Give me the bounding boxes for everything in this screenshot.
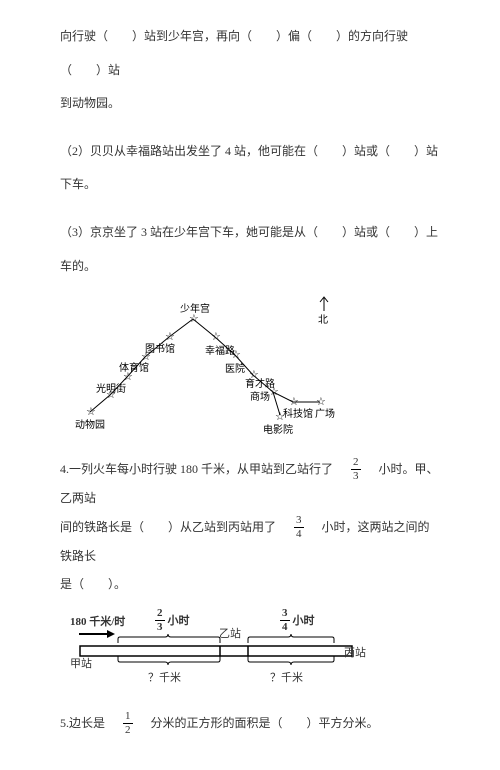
north-arrow-icon (317, 295, 331, 311)
train-q1: ？千米 (148, 669, 181, 685)
q1-line1a: 向行驶（ ）站到少年宫，再向（ ）偏（ ）的方向行驶（ ）站 (60, 29, 408, 77)
map-kejiguan: 科技馆 (283, 405, 313, 420)
train-q2: ？千米 (270, 669, 303, 685)
q4-text: 4.一列火车每小时行驶 180 千米，从甲站到乙站行了 2 3 小时。甲、乙两站… (60, 455, 440, 599)
map-diagram: ☆ ☆ ☆ ☆ ☆ ☆ ☆ ☆ ☆ ☆ ☆ ☆ ☆ 少年宫 图书馆 幸福路 体育… (75, 297, 335, 437)
q5-mid: 分米的正方形的面积是（ ）平方分米。 (139, 716, 379, 730)
map-tushuguan: 图书馆 (145, 340, 175, 355)
bottom-braces (70, 655, 370, 667)
q4-line3: 是（ ）。 (60, 577, 126, 591)
map-dongwuyuan: 动物园 (75, 416, 105, 431)
map-yiyuan: 医院 (225, 360, 245, 375)
q5-text: 5.边长是 1 2 分米的正方形的面积是（ ）平方分米。 (60, 709, 440, 738)
train-diagram: 180 千米/时 2 3 小时 乙站 3 4 小时 (70, 611, 370, 691)
q1-part2: （2）贝贝从幸福路站出发坐了 4 站，他可能在（ ）站或（ ）站下车。 (60, 135, 440, 202)
map-dianying: 电影院 (263, 421, 293, 436)
q4-frac2: 3 4 (294, 515, 304, 540)
q5-frac: 1 2 (123, 711, 133, 736)
q4-line2a: 间的铁路长是（ ）从乙站到丙站用了 (60, 520, 288, 534)
q5-prefix: 5.边长是 (60, 716, 117, 730)
map-shangchang: 商场 (250, 388, 270, 403)
q1-part3: （3）京京坐了 3 站在少年宫下车，她可能是从（ ）站或（ ）上车的。 (60, 216, 440, 283)
map-tiyuguan: 体育馆 (119, 359, 149, 374)
train-time1: 2 3 小时 (152, 609, 190, 634)
q4-frac1: 2 3 (351, 457, 361, 482)
q1-line2: （2）贝贝从幸福路站出发坐了 4 站，他可能在（ ）站或（ ）站下车。 (60, 144, 438, 192)
q1-part1: 向行驶（ ）站到少年宫，再向（ ）偏（ ）的方向行驶（ ）站 到动物园。 (60, 20, 440, 121)
train-time2: 3 4 小时 (277, 609, 315, 634)
q4-prefix: 4.一列火车每小时行驶 180 千米，从甲站到乙站行了 (60, 462, 345, 476)
map-guangmingjie: 光明街 (96, 380, 126, 395)
map-xingfulu: 幸福路 (205, 342, 235, 357)
train-speed: 180 千米/时 (70, 613, 125, 629)
q1-line1b: 到动物园。 (60, 96, 120, 110)
map-north: 北 (318, 311, 328, 326)
map-shaoniangong: 少年宫 (180, 300, 210, 315)
q1-line3: （3）京京坐了 3 站在少年宫下车，她可能是从（ ）站或（ ）上车的。 (60, 225, 438, 273)
map-guangchang: 广场 (315, 405, 335, 420)
